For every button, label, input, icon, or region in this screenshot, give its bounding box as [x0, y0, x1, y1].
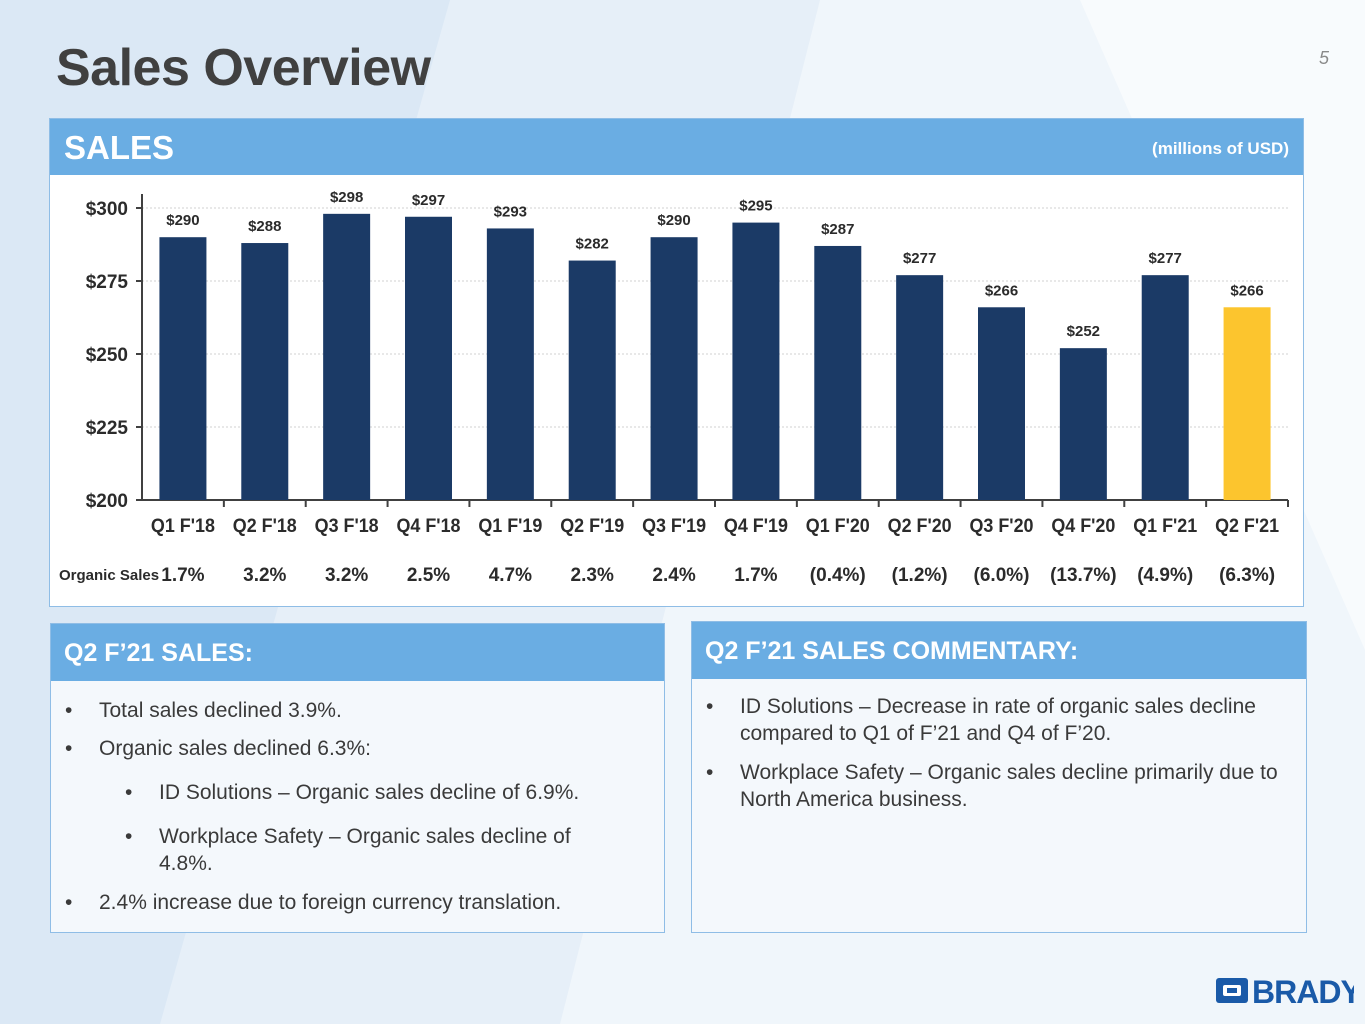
q2-sales-header: Q2 F’21 SALES:	[51, 624, 664, 681]
list-item: Total sales declined 3.9%.	[65, 697, 639, 724]
sales-bar-chart: $200 $225 $250 $275 $300 $290 Q1 F'18 1.7% $288 Q…	[59, 189, 1289, 586]
organic-sales-value: (6.3%)	[1219, 565, 1275, 586]
q2-commentary-title: Q2 F’21 SALES COMMENTARY:	[705, 637, 1079, 665]
list-item: Organic sales declined 6.3%:	[65, 735, 639, 762]
data-label: $252	[1067, 323, 1100, 340]
list-item: ID Solutions – Decrease in rate of organ…	[706, 693, 1280, 747]
q2-commentary-box: Q2 F’21 SALES COMMENTARY: ID Solutions –…	[691, 621, 1307, 933]
bar	[978, 307, 1025, 500]
brady-logo: BRADY	[1216, 974, 1354, 1008]
data-label: $293	[494, 203, 527, 220]
organic-sales-value: 2.5%	[407, 565, 450, 586]
data-label: $287	[821, 221, 854, 238]
y-tick-label: $300	[86, 199, 128, 220]
list-item: ID Solutions – Organic sales decline of …	[125, 779, 639, 806]
data-label: $277	[903, 250, 936, 267]
page-number: 5	[1318, 48, 1329, 68]
x-tick-label: Q1 F'18	[151, 516, 215, 537]
x-tick-label: Q1 F'21	[1133, 516, 1197, 537]
organic-sales-label: Organic Sales	[59, 567, 159, 584]
x-tick-label: Q2 F'20	[888, 516, 952, 537]
sales-panel-header: SALES (millions of USD)	[50, 119, 1303, 175]
data-label: $266	[985, 282, 1018, 299]
bar	[568, 260, 616, 500]
page-title: Sales Overview	[56, 39, 431, 97]
organic-sales-value: (6.0%)	[974, 565, 1030, 586]
organic-sales-value: 2.3%	[571, 565, 614, 586]
organic-sales-value: 1.7%	[734, 565, 777, 586]
organic-sales-value: (0.4%)	[810, 565, 866, 586]
data-label: $282	[576, 236, 609, 253]
organic-sales-value: 3.2%	[325, 565, 368, 586]
x-tick-label: Q3 F'20	[970, 516, 1034, 537]
bar	[159, 237, 207, 500]
bar	[1223, 307, 1271, 500]
bar	[1059, 348, 1107, 500]
x-tick-label: Q1 F'19	[478, 516, 542, 537]
logo-text: BRADY	[1252, 974, 1354, 1008]
data-label: $295	[739, 198, 772, 215]
organic-sales-value: 3.2%	[243, 565, 286, 586]
y-tick-label: $250	[86, 345, 128, 366]
data-label: $297	[412, 192, 445, 209]
x-tick-label: Q1 F'20	[806, 516, 870, 537]
organic-sales-value: 1.7%	[161, 565, 204, 586]
x-tick-label: Q2 F'21	[1215, 516, 1279, 537]
data-label: $290	[166, 212, 199, 229]
list-item: Workplace Safety – Organic sales decline…	[125, 823, 619, 877]
data-label: $298	[330, 189, 363, 206]
data-label: $277	[1149, 250, 1182, 267]
data-label: $266	[1230, 282, 1263, 299]
bar	[814, 245, 862, 500]
x-tick-label: Q2 F'18	[233, 516, 297, 537]
y-tick-label: $200	[86, 491, 128, 512]
q2-sales-title: Q2 F’21 SALES:	[64, 639, 253, 667]
bar	[241, 243, 289, 500]
list-item: Workplace Safety – Organic sales decline…	[706, 759, 1280, 813]
q2-sales-box: Q2 F’21 SALES: Total sales declined 3.9%…	[50, 623, 665, 933]
bar	[732, 222, 780, 500]
x-tick-label: Q3 F'18	[315, 516, 379, 537]
units-label: (millions of USD)	[1152, 139, 1289, 158]
y-tick-label: $225	[86, 418, 129, 439]
organic-sales-value: 4.7%	[489, 565, 532, 586]
bar	[1141, 275, 1189, 500]
bar	[323, 213, 371, 500]
q2-commentary-header: Q2 F’21 SALES COMMENTARY:	[692, 622, 1306, 679]
list-item: 2.4% increase due to foreign currency tr…	[65, 889, 639, 916]
organic-sales-value: (4.9%)	[1137, 565, 1193, 586]
bar	[486, 228, 534, 500]
sales-panel: SALES (millions of USD) $200 $225 $250 $275…	[49, 118, 1304, 607]
x-tick-label: Q4 F'20	[1051, 516, 1115, 537]
x-tick-label: Q3 F'19	[642, 516, 706, 537]
x-tick-label: Q4 F'18	[397, 516, 461, 537]
data-label: $290	[657, 212, 690, 229]
bar	[650, 237, 698, 500]
x-tick-label: Q2 F'19	[560, 516, 624, 537]
sales-panel-title: SALES	[64, 129, 175, 166]
organic-sales-value: (13.7%)	[1050, 565, 1117, 586]
bar	[405, 216, 452, 500]
q2-commentary-list: ID Solutions – Decrease in rate of organ…	[706, 693, 1280, 813]
q2-sales-list: Total sales declined 3.9%. Organic sales…	[65, 697, 639, 916]
organic-sales-value: 2.4%	[652, 565, 695, 586]
bar	[896, 275, 944, 500]
x-tick-label: Q4 F'19	[724, 516, 788, 537]
data-label: $288	[248, 218, 281, 235]
y-tick-label: $275	[86, 272, 129, 293]
organic-sales-value: (1.2%)	[892, 565, 948, 586]
